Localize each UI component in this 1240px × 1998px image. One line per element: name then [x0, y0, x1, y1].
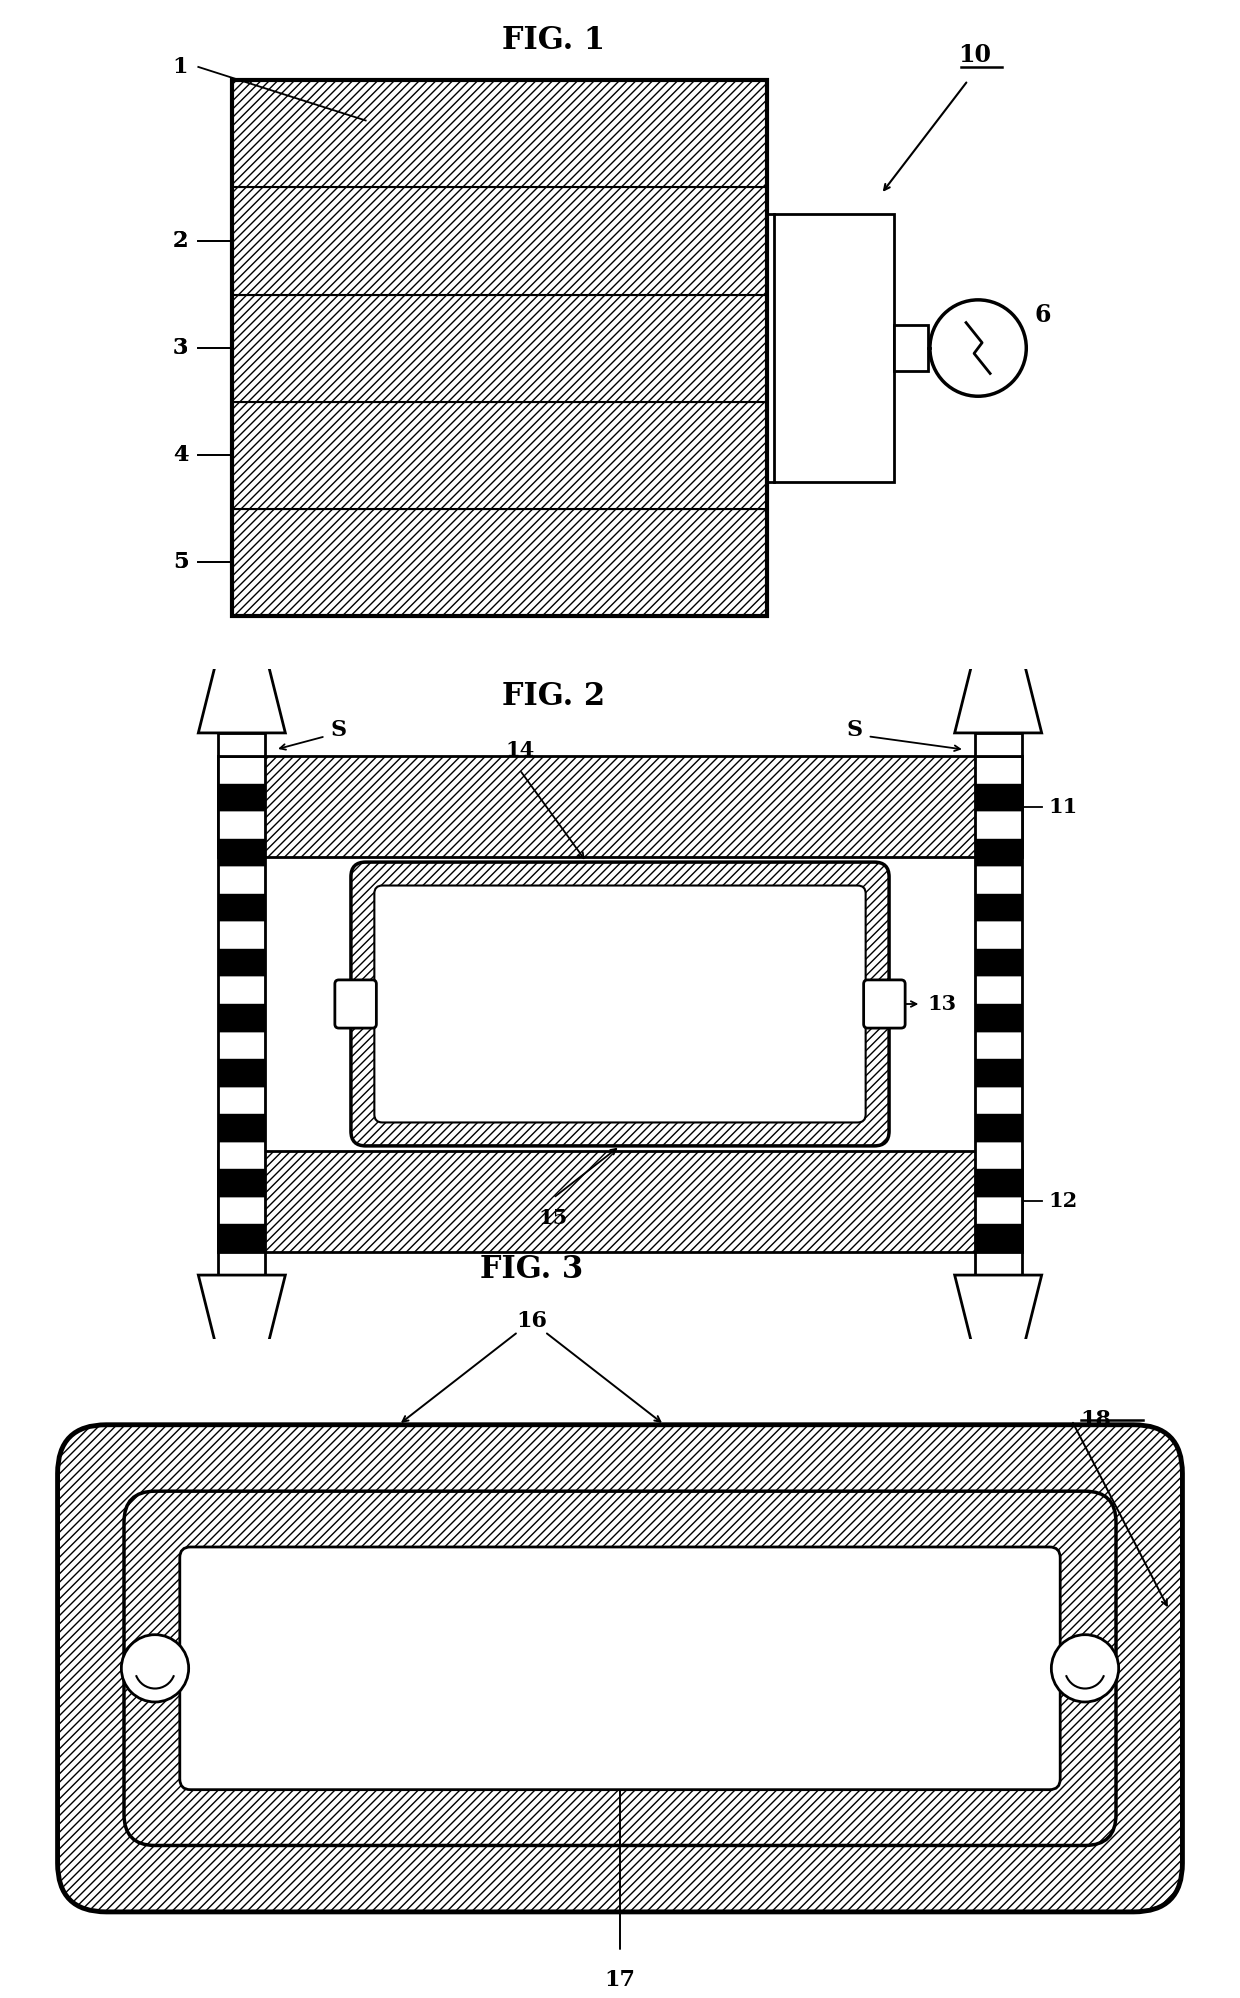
- Text: 4: 4: [172, 444, 188, 466]
- Bar: [218, 1059, 265, 1087]
- Bar: [218, 977, 265, 1003]
- Bar: [218, 757, 1022, 857]
- Bar: [218, 921, 265, 949]
- Text: 11: 11: [1048, 797, 1078, 817]
- Text: FIG. 2: FIG. 2: [501, 681, 605, 711]
- Text: 4: 4: [172, 444, 188, 466]
- FancyBboxPatch shape: [374, 885, 866, 1123]
- Bar: [218, 893, 265, 921]
- Bar: [232, 80, 768, 188]
- Polygon shape: [198, 639, 285, 733]
- Polygon shape: [198, 1275, 285, 1369]
- Bar: [218, 1141, 265, 1169]
- Bar: [975, 867, 1022, 893]
- Bar: [218, 1251, 265, 1275]
- Bar: [218, 1151, 1022, 1251]
- Text: FIG. 3: FIG. 3: [480, 1255, 583, 1285]
- Text: 3: 3: [172, 338, 188, 360]
- Bar: [975, 783, 1022, 811]
- FancyBboxPatch shape: [180, 1546, 1060, 1790]
- Text: 17: 17: [605, 1970, 635, 1992]
- Text: 12: 12: [1048, 1191, 1078, 1211]
- Text: 6: 6: [1035, 302, 1052, 326]
- Bar: [218, 757, 265, 783]
- Bar: [218, 1169, 265, 1197]
- Bar: [232, 402, 768, 509]
- Bar: [975, 839, 1022, 867]
- Bar: [975, 1115, 1022, 1141]
- Bar: [975, 1141, 1022, 1169]
- Text: 18: 18: [1080, 1409, 1111, 1431]
- Bar: [215, 1369, 269, 1389]
- Text: 1: 1: [172, 56, 188, 78]
- Circle shape: [930, 300, 1027, 396]
- Text: 13: 13: [928, 993, 957, 1015]
- Bar: [218, 1087, 265, 1115]
- Bar: [975, 949, 1022, 977]
- Bar: [975, 1197, 1022, 1225]
- Bar: [218, 1031, 265, 1059]
- Bar: [975, 977, 1022, 1003]
- Text: 5: 5: [172, 551, 188, 573]
- Bar: [218, 811, 265, 839]
- Bar: [218, 1003, 265, 1031]
- Bar: [218, 949, 265, 977]
- Text: S: S: [846, 719, 862, 741]
- Bar: [975, 1087, 1022, 1115]
- Text: 3: 3: [172, 338, 188, 360]
- Bar: [971, 1369, 1025, 1389]
- Bar: [975, 893, 1022, 921]
- Bar: [975, 1031, 1022, 1059]
- Bar: [232, 188, 768, 294]
- Polygon shape: [955, 1275, 1042, 1369]
- Bar: [218, 757, 265, 1251]
- Text: 5: 5: [172, 551, 188, 573]
- FancyBboxPatch shape: [57, 1425, 1183, 1912]
- Text: S: S: [331, 719, 347, 741]
- Bar: [975, 1059, 1022, 1087]
- Text: 2: 2: [172, 230, 188, 252]
- Text: 15: 15: [538, 1209, 568, 1229]
- Bar: [218, 733, 265, 757]
- FancyBboxPatch shape: [351, 861, 889, 1147]
- Bar: [232, 294, 768, 402]
- Bar: [218, 1115, 265, 1141]
- FancyBboxPatch shape: [124, 1491, 1116, 1846]
- Bar: [774, 214, 894, 482]
- Text: 14: 14: [505, 739, 534, 759]
- Bar: [975, 1251, 1022, 1275]
- Bar: [975, 757, 1022, 783]
- Bar: [218, 867, 265, 893]
- Bar: [218, 839, 265, 867]
- Bar: [218, 1225, 265, 1251]
- Bar: [975, 1169, 1022, 1197]
- Bar: [975, 1003, 1022, 1031]
- Circle shape: [1052, 1634, 1118, 1702]
- Bar: [218, 783, 265, 811]
- FancyBboxPatch shape: [335, 979, 377, 1029]
- FancyBboxPatch shape: [863, 979, 905, 1029]
- Bar: [894, 324, 928, 372]
- Bar: [975, 733, 1022, 757]
- Polygon shape: [955, 639, 1042, 733]
- Bar: [975, 921, 1022, 949]
- Bar: [975, 757, 1022, 1251]
- Text: 2: 2: [172, 230, 188, 252]
- Text: 16: 16: [516, 1311, 547, 1333]
- Bar: [218, 1197, 265, 1225]
- Circle shape: [122, 1634, 188, 1702]
- Bar: [975, 811, 1022, 839]
- Bar: [232, 509, 768, 615]
- Bar: [232, 80, 768, 615]
- Text: 10: 10: [959, 42, 991, 66]
- Bar: [975, 1225, 1022, 1251]
- Text: FIG. 1: FIG. 1: [501, 24, 605, 56]
